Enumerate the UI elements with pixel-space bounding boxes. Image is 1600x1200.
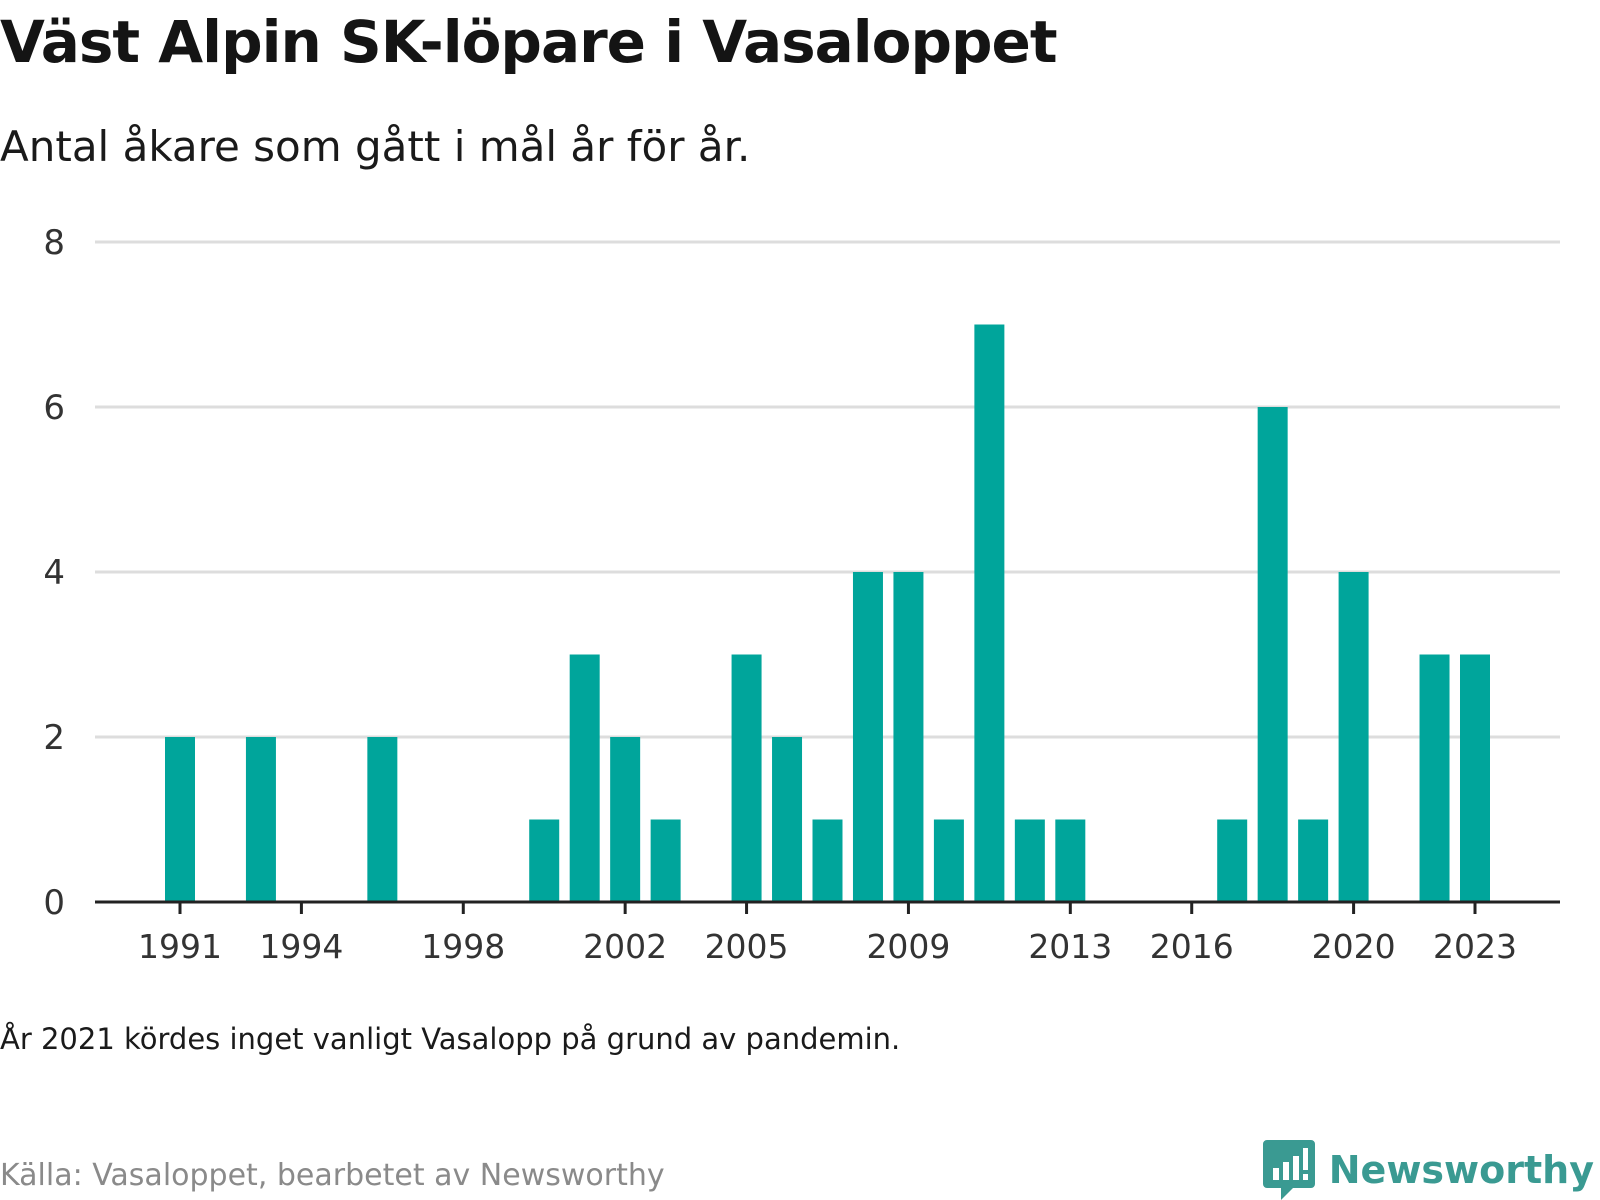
bar-2019 (1298, 819, 1329, 902)
y-tick-label: 2 (43, 718, 65, 758)
bar-2005 (731, 654, 762, 902)
bar-2011 (974, 324, 1005, 902)
x-axis-ticks: 1991 1994 1998 2002 2005 2009 2013 2016 2020 2023 (138, 902, 1517, 960)
y-tick-label: 8 (43, 223, 65, 263)
x-tick-label: 2020 (1312, 927, 1396, 960)
bar-2022 (1419, 654, 1450, 902)
bar-2006 (772, 737, 803, 902)
bar-chart: 0 2 4 6 8 1991 1994 1998 2002 2005 2009 2013 2016 20… (43, 223, 1560, 960)
x-tick-label: 1998 (421, 927, 505, 960)
bar-2020 (1338, 572, 1369, 902)
bar-2008 (852, 572, 883, 902)
x-tick-label: 2002 (583, 927, 667, 960)
bar-2007 (812, 819, 843, 902)
y-tick-label: 0 (43, 883, 65, 923)
bar-2012 (1014, 819, 1045, 902)
bar-1996 (367, 737, 398, 902)
bar-2010 (933, 819, 964, 902)
bar-2000 (529, 819, 560, 902)
bar-2001 (569, 654, 600, 902)
bar-2003 (650, 819, 681, 902)
x-tick-label: 1994 (259, 927, 343, 960)
y-tick-label: 4 (43, 553, 65, 593)
x-tick-label: 2009 (866, 927, 950, 960)
bar-2017 (1217, 819, 1248, 902)
source-credit: Källa: Vasaloppet, bearbetet av Newswort… (0, 1158, 665, 1193)
y-axis-ticks: 0 2 4 6 8 (43, 223, 65, 923)
chart-subtitle: Antal åkare som gått i mål år för år. (0, 122, 751, 171)
bar-2018 (1257, 407, 1288, 902)
chart-title: Väst Alpin SK-löpare i Vasaloppet (0, 8, 1058, 76)
brand-name: Newsworthy (1328, 1148, 1594, 1192)
x-tick-label: 2013 (1028, 927, 1112, 960)
x-tick-label: 1991 (138, 927, 222, 960)
newsworthy-logo-icon (1262, 1140, 1315, 1200)
gridlines (95, 240, 1560, 739)
bars (165, 324, 1490, 902)
chart-note: År 2021 kördes inget vanligt Vasalopp på… (0, 1022, 901, 1056)
bar-2002 (610, 737, 641, 902)
bar-2013 (1055, 819, 1086, 902)
x-tick-label: 2023 (1433, 927, 1517, 960)
bar-2009 (893, 572, 924, 902)
bar-2023 (1460, 654, 1490, 902)
brand-logo: Newsworthy (1262, 1140, 1594, 1200)
x-tick-label: 2005 (705, 927, 789, 960)
bar-1991 (165, 737, 195, 902)
x-tick-label: 2016 (1150, 927, 1234, 960)
y-tick-label: 6 (43, 388, 65, 428)
bar-1993 (245, 737, 276, 902)
